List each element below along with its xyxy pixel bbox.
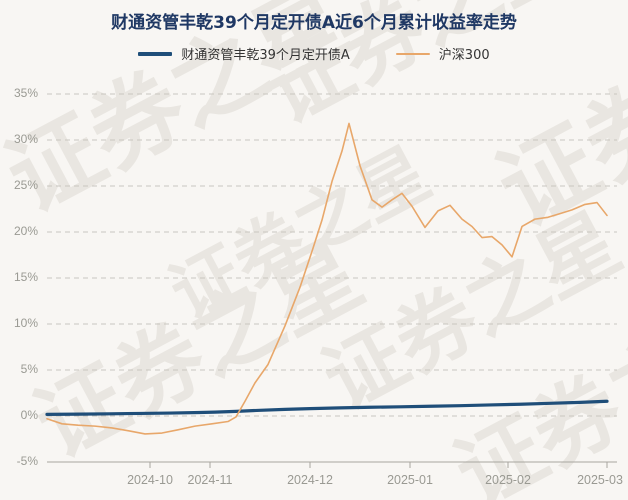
chart-title: 财通资管丰乾39个月定开债A近6个月累计收益率走势 — [111, 13, 517, 33]
y-axis-tick-label: 25% — [14, 178, 38, 192]
legend-swatch-fund — [138, 51, 173, 56]
y-axis-tick-label: 10% — [14, 316, 38, 330]
x-axis-tick-label: 2025-03 — [577, 473, 623, 487]
x-axis-tick-label: 2024-10 — [127, 473, 173, 487]
y-axis-tick-label: 35% — [14, 86, 38, 100]
series-line-fund — [45, 399, 609, 416]
data-series-group — [45, 122, 609, 435]
legend-label-benchmark: 沪深300 — [438, 48, 490, 63]
y-axis-tick-label: 0% — [21, 408, 39, 422]
x-axis-tick-label: 2025-01 — [387, 473, 433, 487]
chart-legend: 财通资管丰乾39个月定开债A 沪深300 — [0, 44, 628, 63]
legend-item-benchmark[interactable]: 沪深300 — [395, 44, 490, 63]
series-line-benchmark — [46, 122, 608, 435]
x-axis-tick-label: 2024-12 — [287, 473, 333, 487]
x-axis-labels: 2024-10 2024-11 2024-12 2025-01 2025-02 2025-… — [127, 473, 623, 487]
legend-item-fund[interactable]: 财通资管丰乾39个月定开债A — [138, 44, 350, 63]
x-axis — [47, 461, 617, 468]
y-axis-labels: 35% 30% 25% 20% 15% 10% 5% 0% -5% — [14, 86, 38, 468]
y-axis-tick-label: 20% — [14, 224, 38, 238]
y-axis-tick-label: 5% — [21, 362, 39, 376]
legend-swatch-benchmark — [395, 52, 430, 55]
gridlines-group — [47, 93, 617, 417]
y-axis-tick-label: 30% — [14, 132, 38, 146]
x-axis-tick-label: 2024-11 — [188, 473, 233, 487]
x-axis-tick-label: 2025-02 — [485, 473, 531, 487]
legend-label-fund: 财通资管丰乾39个月定开债A — [181, 48, 350, 63]
y-axis-tick-label: 15% — [14, 270, 38, 284]
y-axis-tick-label: -5% — [17, 454, 39, 468]
